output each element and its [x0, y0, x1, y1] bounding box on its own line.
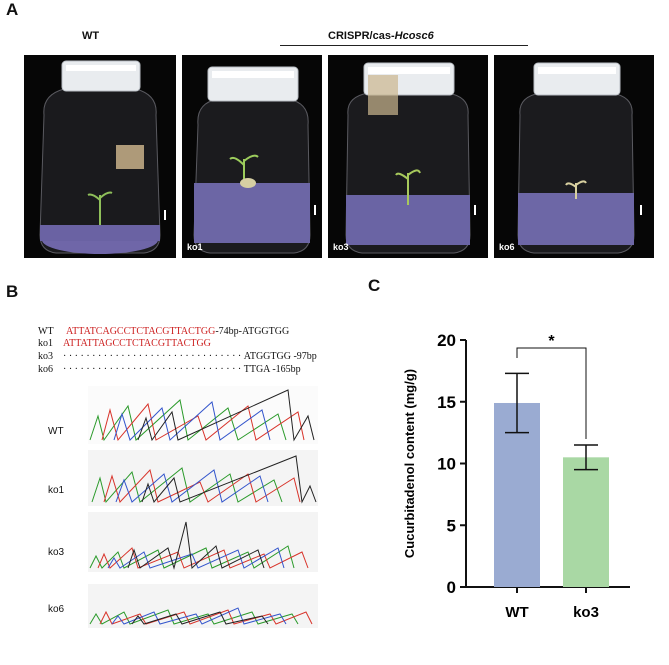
jar-ko3-illustration: [328, 55, 488, 258]
x-tick-label: ko3: [573, 604, 599, 621]
seq-dots: · · · · · · · · · · · · · · · · · · · · …: [63, 364, 242, 375]
y-tick-label: 20: [437, 331, 456, 350]
chromatogram-ko1-svg: [91, 455, 317, 504]
seq-row-wt: WT ATTATCAGCCTCTACGTTACTGG-74bp-ATGGTGG: [38, 326, 289, 338]
seq-row-ko3: ko3 · · · · · · · · · · · · · · · · · · …: [38, 351, 317, 363]
photo-label-ko6: ko6: [499, 242, 515, 252]
wt-header: WT: [82, 30, 100, 42]
jar-ko1-illustration: [182, 55, 322, 258]
seq-name: ko1: [38, 338, 53, 349]
seq-tail: TTGA -165bp: [243, 364, 301, 375]
photo-ko6: ko6: [494, 55, 654, 258]
trace-label-ko1: ko1: [48, 485, 65, 496]
crispr-header-gene: Hcosc6: [394, 30, 434, 42]
seq-name: WT: [38, 326, 54, 337]
y-tick-label: 10: [437, 455, 456, 474]
jar-ko6-illustration: [494, 55, 654, 258]
seq-dots: · · · · · · · · · · · · · · · · · · · · …: [63, 351, 242, 362]
seq-row-ko6: ko6 · · · · · · · · · · · · · · · · · · …: [38, 364, 301, 376]
chromatogram-wt-svg: [89, 389, 315, 442]
y-tick-label: 15: [437, 393, 456, 412]
photo-ko1: ko1: [182, 55, 322, 258]
crispr-header-line: [280, 45, 528, 46]
bar-ko3: [563, 457, 609, 587]
chromatogram-ko6-svg: [89, 607, 313, 625]
photo-label-ko1: ko1: [187, 242, 203, 252]
trace-label-ko6: ko6: [48, 604, 65, 615]
chromatogram-ko3-svg: [89, 521, 309, 570]
crispr-header-prefix: CRISPR/cas-: [328, 30, 395, 42]
significance-bracket: [516, 347, 587, 439]
y-tick-label: 5: [447, 516, 456, 535]
chromatogram-ko6: [88, 584, 318, 628]
seq-tail: ATGGTGG -97bp: [243, 351, 317, 362]
photo-label-ko3: ko3: [333, 242, 349, 252]
chromatogram-ko1: [88, 450, 318, 506]
photo-ko3: ko3: [328, 55, 488, 258]
panel-letter-c: C: [368, 276, 381, 295]
y-tick-label: 0: [447, 578, 456, 597]
jar-wt-illustration: [24, 55, 176, 258]
significance-label: *: [548, 333, 555, 350]
seq-name: ko6: [38, 364, 53, 375]
bar-wt: [494, 402, 540, 587]
seq-black: -74bp-ATGGTGG: [215, 326, 290, 337]
chromatogram-wt: [88, 386, 318, 444]
panel-letter-a: A: [6, 0, 19, 19]
crispr-header: CRISPR/cas-Hcosc6: [328, 30, 434, 42]
photo-wt: [24, 55, 176, 258]
y-axis-label: Cucurbitadenol content (mg/g): [402, 369, 417, 558]
panel-letter-b: B: [6, 282, 19, 301]
seq-red: ATTATT: [63, 338, 99, 349]
trace-label-wt: WT: [48, 426, 64, 437]
seq-red: ATTATCAGCCTCTACGTTACTGG: [66, 326, 216, 337]
seq-name: ko3: [38, 351, 53, 362]
x-tick-label: WT: [505, 604, 528, 621]
seq-row-ko1: ko1 ATTATTAGCCTCTACGTTACTGG: [38, 338, 211, 350]
trace-label-ko3: ko3: [48, 547, 65, 558]
seq-red-2: AGCCTCTACGTTACTGG: [98, 338, 211, 349]
bar-chart: 0 5 10 15 20 Cucurbitadenol content (mg/g) WT k…: [402, 331, 630, 621]
chromatogram-ko3: [88, 512, 318, 572]
